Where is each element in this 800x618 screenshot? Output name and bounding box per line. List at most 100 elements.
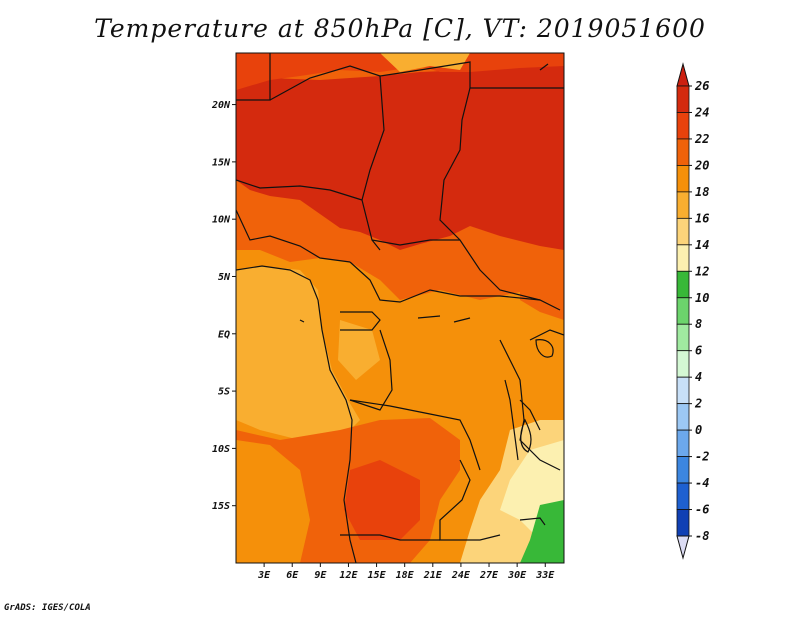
border-line: [529, 329, 564, 341]
colorbar-label: 12: [695, 264, 709, 278]
x-tick-label: 33E: [535, 570, 555, 581]
field-north-edge: [236, 53, 564, 90]
country-borders: [236, 53, 564, 563]
y-tick-label: 5N: [218, 272, 231, 283]
border-line: [340, 311, 381, 331]
colorbar-label: 4: [695, 370, 702, 384]
colorbar-label: 8: [695, 317, 702, 331]
lake-shape: [519, 517, 546, 526]
x-axis: 3E 6E 9E 12E 15E 18E 21E 24E 27E 30E 33E: [257, 563, 555, 581]
border-line: [349, 399, 481, 471]
border-line: [349, 329, 393, 411]
border-line: [349, 261, 561, 311]
colorbar-label: 6: [695, 344, 702, 358]
border-line: [236, 179, 363, 201]
colorbar-label: 0: [695, 423, 702, 437]
colorbar-swatch: [676, 376, 690, 405]
colorbar-swatch: [676, 456, 690, 484]
colorbar-swatch: [676, 509, 690, 537]
colorbar-swatch: [676, 270, 690, 299]
colorbar-swatch: [676, 350, 690, 378]
colorbar-label: 22: [694, 132, 709, 146]
border-line: [439, 459, 501, 541]
y-tick-label: 10S: [212, 444, 230, 455]
x-tick-label: 30E: [507, 570, 527, 581]
y-tick-label: 15S: [212, 501, 230, 512]
x-tick-label: 6E: [286, 570, 299, 581]
colorbar-label: 26: [694, 79, 709, 93]
temperature-field: [236, 53, 564, 563]
colorbar-swatch: [676, 297, 690, 325]
border-line: [361, 75, 385, 251]
x-tick-label: 18E: [396, 570, 415, 581]
colorbar-label: 24: [694, 105, 709, 119]
chart-title: Temperature at 850hPa [C], VT: 201905160…: [94, 14, 706, 43]
colorbar-swatch: [676, 165, 690, 193]
colorbar-label: 10: [695, 291, 709, 305]
colorbar-label: 14: [695, 238, 709, 252]
colorbar-label: 16: [695, 211, 709, 225]
x-tick-label: 12E: [339, 570, 358, 581]
island: [299, 319, 305, 323]
y-tick-label: EQ: [218, 329, 230, 340]
border-line: [499, 339, 561, 471]
colorbar-swatch: [676, 217, 690, 246]
plot-frame: [235, 52, 565, 564]
colorbar-label: -8: [695, 529, 709, 543]
coast-line: [317, 299, 357, 563]
colorbar-label: -4: [695, 476, 709, 490]
y-tick-label: 15N: [212, 157, 231, 168]
lake-shape: [535, 339, 554, 358]
colorbar-label: -6: [695, 503, 709, 517]
colorbar-swatch: [676, 403, 690, 431]
field-24-26-core: [236, 64, 564, 250]
field-top-cool: [380, 53, 470, 72]
colorbar-label: 2: [694, 397, 702, 411]
field-cool-12-14: [520, 500, 564, 563]
grads-credit: GrADS: IGES/COLA: [4, 603, 91, 613]
colorbar-swatch: [676, 482, 690, 510]
coast-line: [236, 265, 319, 301]
field-sw-coast: [236, 440, 310, 563]
lake-line: [504, 379, 519, 461]
colorbar-swatch: [676, 244, 690, 272]
y-tick-label: 5S: [218, 387, 230, 398]
colorbar-swatch: [676, 429, 690, 457]
x-tick-label: 21E: [423, 570, 443, 581]
x-tick-label: 27E: [479, 570, 499, 581]
border-line: [236, 209, 351, 263]
y-tick-label: 20N: [211, 100, 231, 111]
field-lakes: [500, 310, 564, 420]
river-line: [539, 63, 549, 71]
colorbar-swatch: [676, 191, 690, 219]
x-tick-label: 9E: [314, 570, 327, 581]
colorbar-swatch: [676, 323, 690, 352]
border-line: [340, 534, 440, 541]
x-tick-label: 15E: [368, 570, 387, 581]
y-tick-label: 10N: [212, 215, 231, 226]
field-angola-hot: [344, 460, 420, 540]
colorbar-under-arrow: [676, 535, 690, 560]
colorbar-label: 18: [695, 185, 709, 199]
field-east-warm: [520, 270, 564, 320]
border-line: [371, 239, 460, 246]
colorbar-swatch: [676, 138, 690, 166]
congo-18-20: [338, 320, 380, 380]
y-axis: 20N 15N 10N 5N EQ 5S 10S 15S: [211, 100, 236, 512]
colorbar-over-arrow: [676, 62, 690, 87]
x-tick-label: 3E: [257, 570, 271, 581]
river-line: [453, 317, 471, 323]
colorbar-label: 20: [694, 158, 709, 172]
colorbar-swatch: [676, 85, 690, 113]
colorbar-swatch: [676, 112, 690, 140]
border-line: [439, 87, 541, 301]
lake-line: [519, 399, 541, 431]
x-tick-label: 24E: [451, 570, 471, 581]
river-line: [417, 315, 441, 319]
lake-shape: [520, 418, 532, 453]
colorbar-label: -2: [695, 450, 709, 464]
border-line: [269, 61, 564, 101]
ocean-18-20: [236, 266, 360, 440]
